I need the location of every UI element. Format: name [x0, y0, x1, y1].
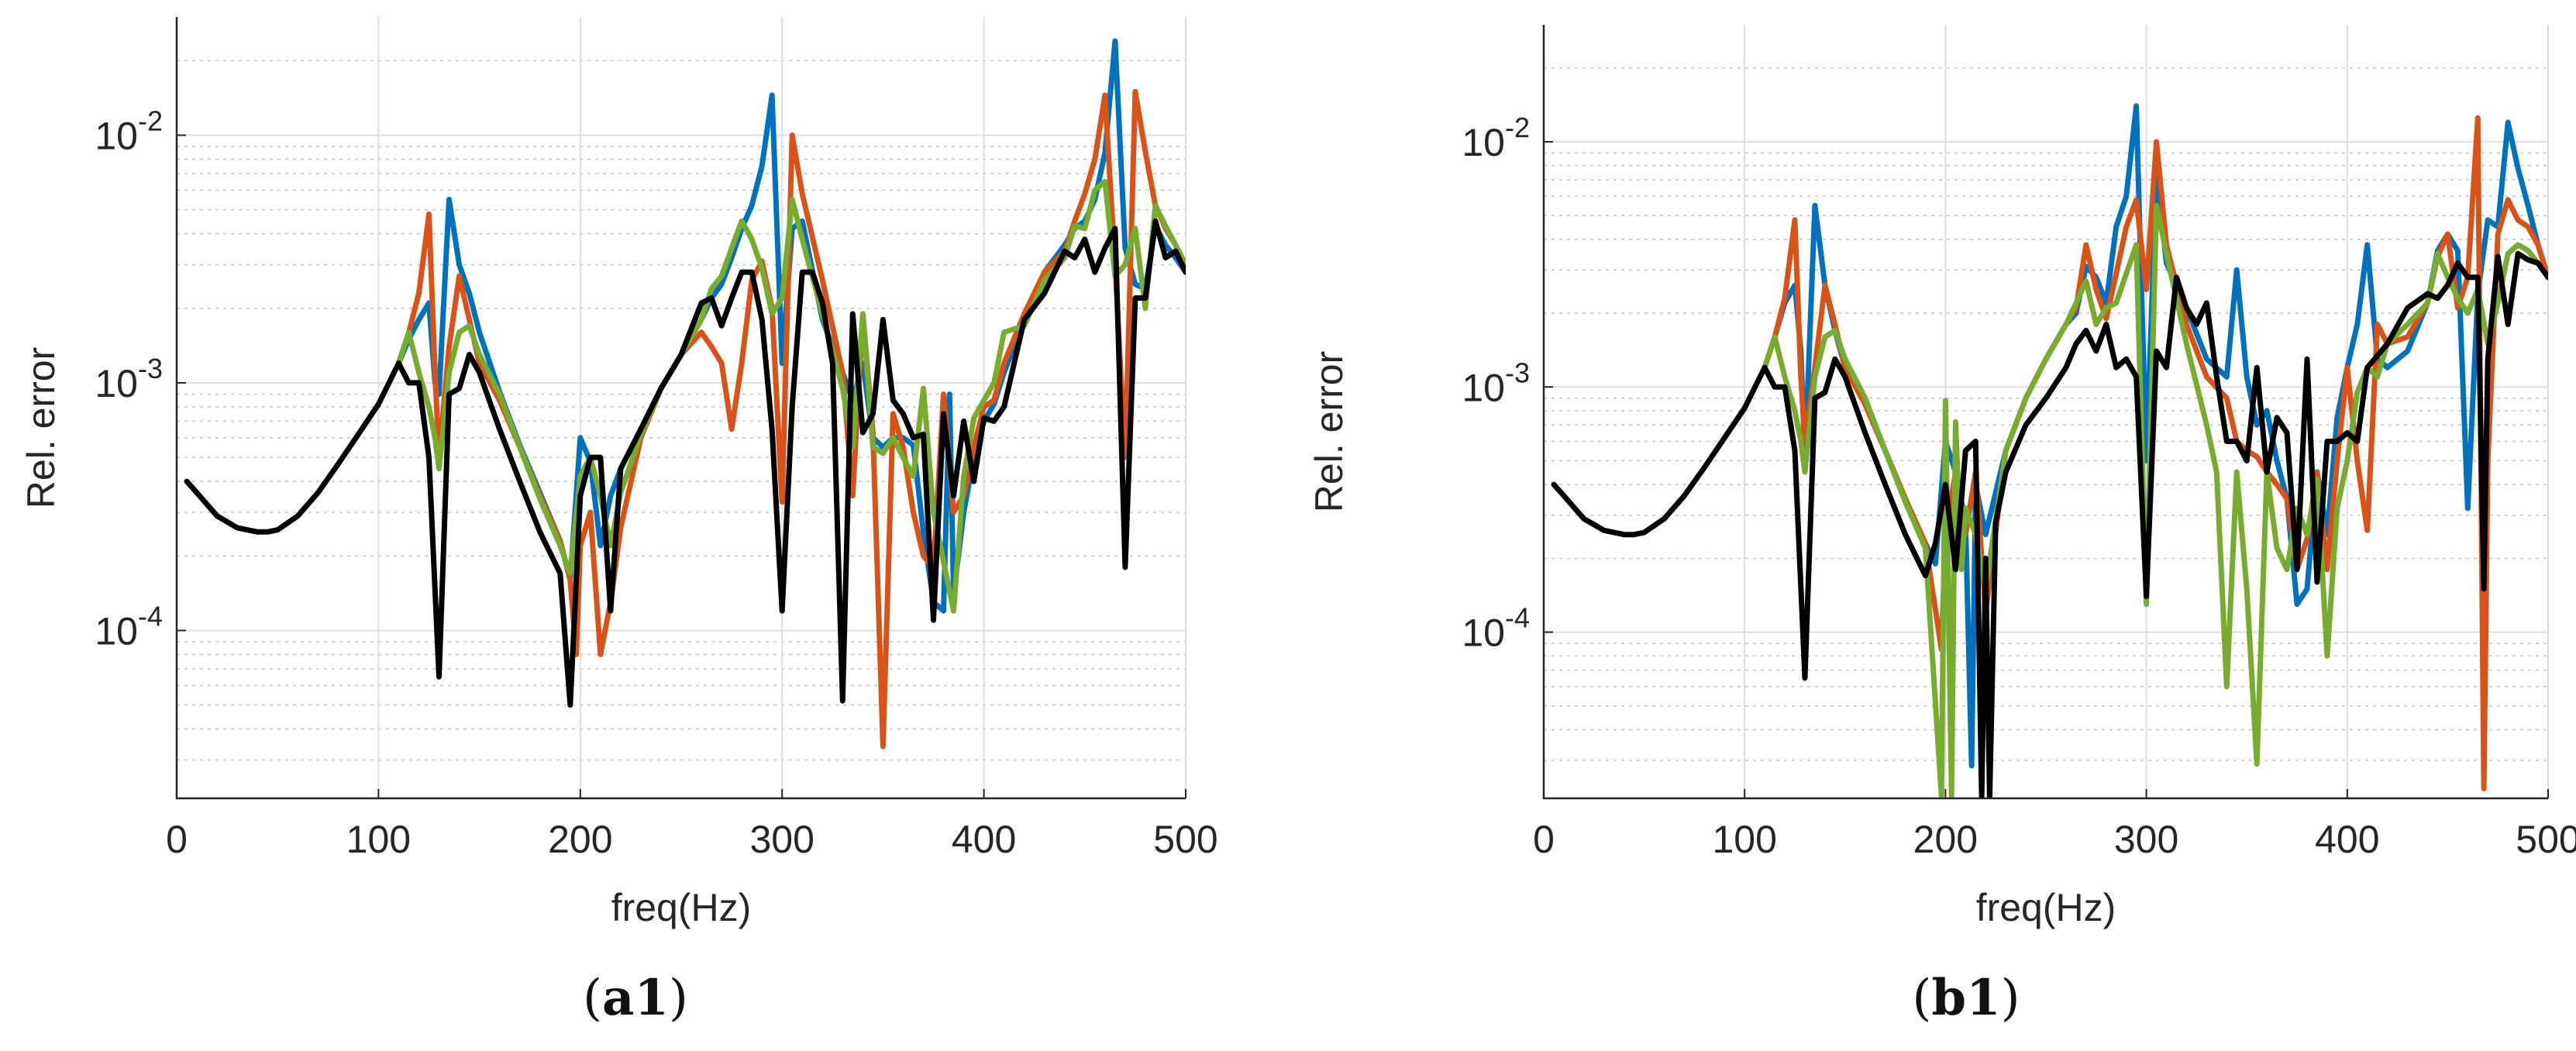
- chart-a1-x-tick-label: 100: [346, 818, 411, 861]
- chart-a1-x-axis-label: freq(Hz): [611, 886, 752, 929]
- chart-b1-x-tick-label: 0: [1533, 818, 1555, 861]
- figure-panel-b1: 0 100 200 300 400 500 10-4 10-3 10-2 freq(Hz) Rel.…: [1288, 0, 2576, 1051]
- chart-b1-x-tick-label: 400: [2315, 818, 2379, 861]
- chart-b1-x-tick-label: 200: [1913, 818, 1978, 861]
- chart-b1-y-axis-label: Rel. error: [1307, 351, 1351, 512]
- chart-b1-x-tick-label: 300: [2114, 818, 2178, 861]
- chart-b1-y-tick-label: 10-3: [1462, 357, 1530, 409]
- chart-b1-y-tick-label: 10-4: [1462, 602, 1530, 655]
- chart-a1-x-tick-label: 500: [1153, 818, 1217, 861]
- figure-panel-a1: 0 100 200 300 400 500 10-4 10-3 10-2 freq(Hz) Rel.…: [19, 17, 1218, 1027]
- chart-a1-y-tick-label: 10-3: [95, 353, 163, 405]
- chart-a1-x-tick-label: 200: [548, 818, 612, 861]
- chart-a1-y-tick-label: 10-4: [95, 600, 163, 653]
- chart-a1-y-tick-label: 10-2: [95, 105, 163, 157]
- chart-b1-x-tick-label: 500: [2516, 818, 2576, 861]
- chart-b1-axes: [1542, 25, 2548, 800]
- chart-a1-series-4-line: [184, 218, 1186, 708]
- chart-a1-x-tick-label: 0: [166, 818, 188, 861]
- chart-a1: 0 100 200 300 400 500 10-4 10-3 10-2 freq(Hz) Rel.…: [19, 17, 1218, 929]
- chart-a1-x-tick-label: 300: [749, 818, 814, 861]
- chart-a1-series-3-line: [395, 178, 1186, 614]
- chart-b1-series-4-line: [1551, 250, 2548, 798]
- chart-a1-axes: [175, 17, 1186, 800]
- chart-a1-y-axis-label: Rel. error: [19, 347, 63, 508]
- chart-b1-y-tick-label: 10-2: [1462, 112, 1530, 164]
- chart-b1-x-axis-label: freq(Hz): [1976, 886, 2116, 929]
- chart-a1-series-1-line: [395, 38, 1186, 614]
- caption-b1: (b1): [1912, 969, 2020, 1027]
- chart-a1-x-tick-label: 400: [952, 818, 1016, 861]
- chart-b1-x-tick-label: 100: [1712, 818, 1776, 861]
- chart-b1: 0 100 200 300 400 500 10-4 10-3 10-2 freq(Hz) Rel.…: [1307, 25, 2576, 929]
- chart-b1-series-3-line: [1762, 202, 2548, 798]
- caption-a1: (a1): [583, 969, 688, 1027]
